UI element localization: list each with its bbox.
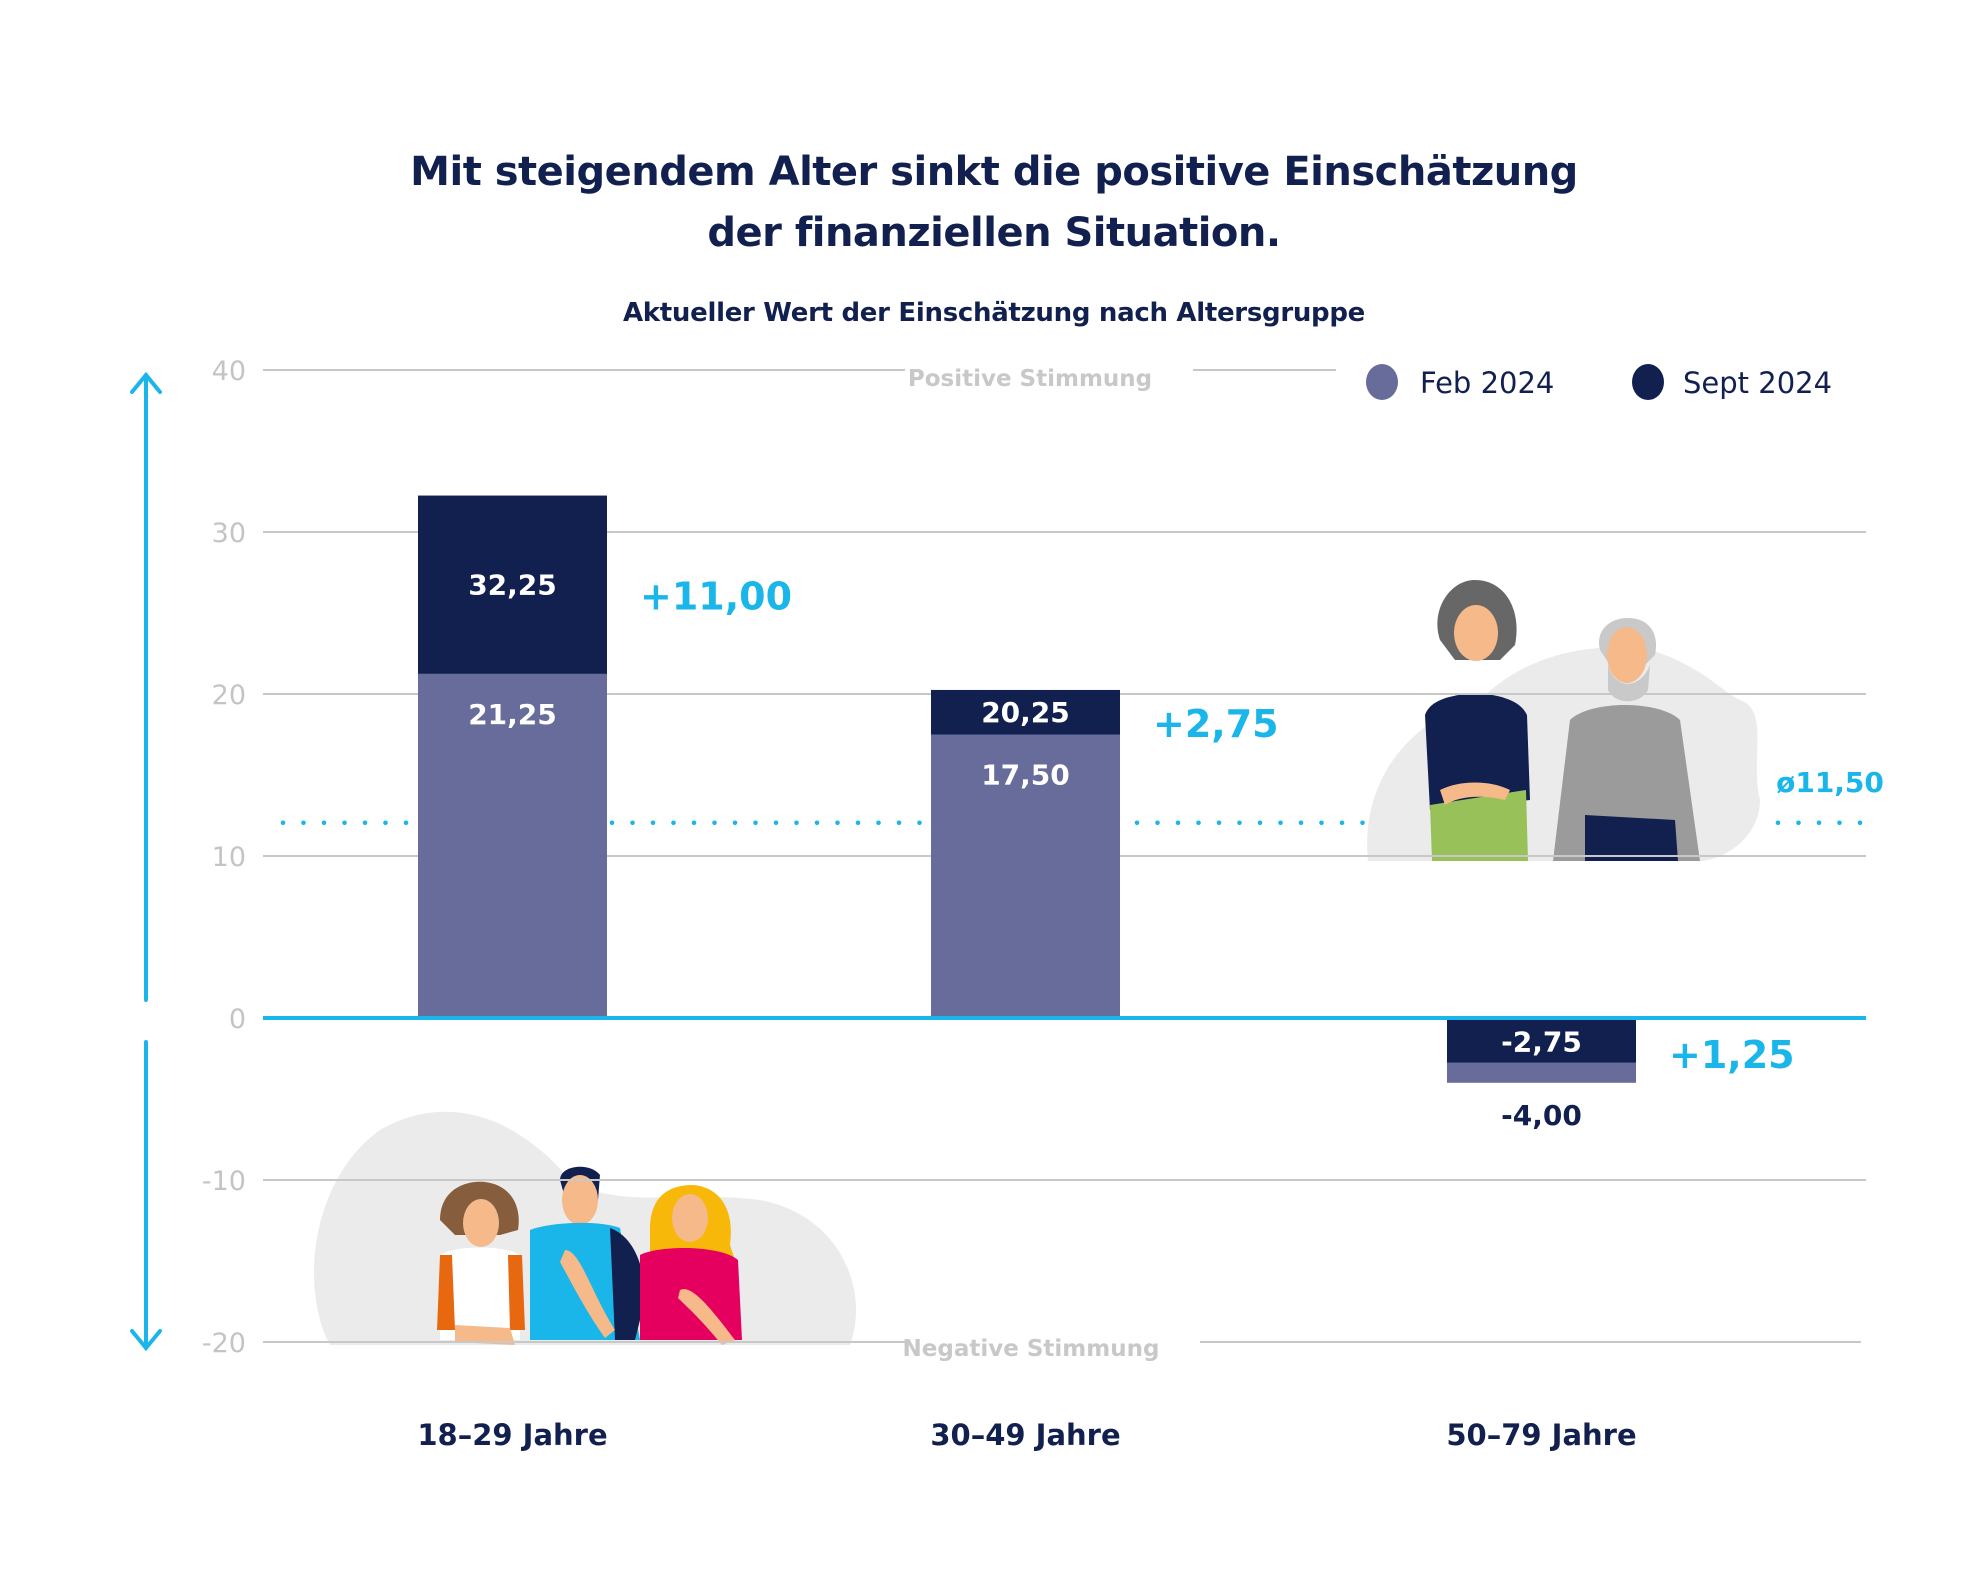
- average-dot: [321, 820, 327, 826]
- average-dot: [876, 820, 881, 826]
- bar-value-labels: 32,25 21,25 20,25 17,50 -2,75 -4,00: [468, 569, 1582, 1132]
- average-dot: [1175, 820, 1181, 826]
- change-label-18-29-jahre: +11,00: [640, 575, 792, 619]
- legend: Feb 2024 Sept 2024: [1366, 364, 1832, 400]
- legend-label-feb-2024: Feb 2024: [1420, 366, 1554, 400]
- category-label-30-49-jahre: 30–49 Jahre: [930, 1418, 1120, 1452]
- average-dot: [342, 820, 347, 826]
- average-dot: [691, 820, 697, 826]
- average-dot: [671, 820, 676, 826]
- average-dot: [362, 820, 368, 826]
- average-dot: [301, 820, 306, 826]
- average-dot: [712, 820, 717, 826]
- bar-feb-2024-30-49-jahre: [931, 734, 1120, 1018]
- y-tick-label: 30: [212, 518, 246, 549]
- average-line: [280, 820, 1863, 826]
- bars: [418, 495, 1636, 1083]
- negative-arrow-icon: [130, 1040, 162, 1352]
- seniors-illustration: [1367, 580, 1760, 861]
- value-label-sept-2024: 20,25: [981, 696, 1070, 729]
- average-dot: [1278, 820, 1283, 826]
- average-dot: [732, 820, 738, 826]
- y-tick-label: 10: [212, 842, 246, 873]
- y-tick-label: -20: [202, 1328, 246, 1359]
- positive-mood-label: Positive Stimmung: [908, 366, 1152, 392]
- positive-arrow-icon: [130, 371, 162, 1002]
- average-dot: [1298, 820, 1304, 826]
- change-label-50-79-jahre: +1,25: [1669, 1033, 1795, 1077]
- average-dot: [609, 820, 615, 826]
- category-label-18-29-jahre: 18–29 Jahre: [417, 1418, 607, 1452]
- y-tick-label: -10: [202, 1166, 246, 1197]
- value-label-sept-2024: -2,75: [1501, 1025, 1582, 1058]
- legend-item-sept-2024: Sept 2024: [1632, 364, 1832, 400]
- average-label: ø11,50: [1776, 766, 1884, 799]
- chart-title-line-1: Mit steigendem Alter sinkt die positive …: [410, 149, 1578, 195]
- average-dot: [814, 820, 820, 826]
- negative-mood-label: Negative Stimmung: [903, 1336, 1160, 1362]
- change-label-30-49-jahre: +2,75: [1153, 702, 1279, 746]
- value-label-feb-2024: 21,25: [468, 698, 557, 731]
- average-dot: [835, 820, 840, 826]
- y-tick-label: 20: [212, 680, 246, 711]
- bar-sept-2024-50-79-jahre: [1447, 1018, 1636, 1063]
- average-dot: [1816, 820, 1822, 826]
- chart-title-line-2: der finanziellen Situation.: [707, 210, 1281, 256]
- legend-swatch-sept-2024: [1632, 364, 1664, 400]
- average-dot: [855, 820, 861, 826]
- average-dot: [1837, 820, 1842, 826]
- average-dot: [650, 820, 656, 826]
- average-dot: [630, 820, 635, 826]
- average-dot: [753, 820, 758, 826]
- bar-feb-2024-18-29-jahre: [418, 673, 607, 1018]
- average-dot: [1319, 820, 1324, 826]
- average-dot: [1857, 820, 1863, 826]
- y-tick-label: 40: [212, 356, 246, 387]
- value-label-sept-2024: 32,25: [468, 569, 557, 602]
- average-dot: [1196, 820, 1201, 826]
- y-tick-labels: 40 30 20 10 0 -10 -20: [202, 356, 246, 1359]
- category-labels: 18–29 Jahre 30–49 Jahre 50–79 Jahre: [417, 1418, 1636, 1452]
- average-dot: [403, 820, 409, 826]
- average-dot: [1339, 820, 1345, 826]
- value-label-feb-2024: -4,00: [1501, 1099, 1582, 1132]
- legend-swatch-feb-2024: [1366, 364, 1398, 400]
- legend-label-sept-2024: Sept 2024: [1683, 366, 1832, 400]
- average-dot: [773, 820, 779, 826]
- average-dot: [917, 820, 922, 826]
- legend-item-feb-2024: Feb 2024: [1366, 364, 1554, 400]
- average-dot: [1257, 820, 1263, 826]
- chart-title: Mit steigendem Alter sinkt die positive …: [0, 142, 1988, 264]
- y-tick-label: 0: [229, 1004, 246, 1035]
- average-dot: [1796, 820, 1801, 826]
- change-labels: +11,00 +2,75 +1,25: [640, 575, 1795, 1077]
- average-dot: [794, 820, 799, 826]
- average-dot: [1134, 820, 1140, 826]
- value-label-feb-2024: 17,50: [981, 759, 1070, 792]
- average-dot: [1237, 820, 1242, 826]
- average-dot: [1216, 820, 1222, 826]
- average-dot: [1360, 820, 1365, 826]
- average-dot: [1155, 820, 1160, 826]
- chart-subtitle: Aktueller Wert der Einschätzung nach Alt…: [622, 298, 1366, 328]
- category-label-50-79-jahre: 50–79 Jahre: [1446, 1418, 1636, 1452]
- average-dot: [1775, 820, 1781, 826]
- average-dot: [896, 820, 902, 826]
- average-dot: [383, 820, 388, 826]
- young-people-illustration: [314, 1111, 856, 1345]
- average-dot: [280, 820, 286, 826]
